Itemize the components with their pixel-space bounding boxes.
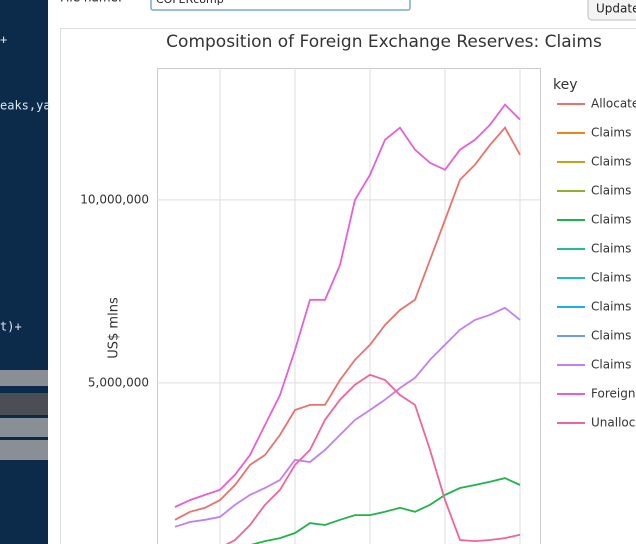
code-line: t)+: [0, 320, 22, 334]
series-line: [174, 103, 521, 508]
series-group: [174, 103, 521, 544]
legend-label: Claims i: [591, 155, 636, 169]
editor-row: [0, 440, 48, 460]
legend-label: Claims i: [591, 184, 636, 198]
legend-label: Allocate: [591, 97, 636, 111]
editor-panel: [0, 0, 48, 544]
update-button-label: Update: [596, 2, 636, 16]
series-line: [174, 126, 521, 521]
legend-label: Foreign: [591, 387, 635, 401]
chart-title: Composition of Foreign Exchange Reserves…: [166, 32, 602, 52]
file-input[interactable]: [150, 0, 411, 11]
legend-label: Claims i: [591, 300, 636, 314]
series-line: [174, 306, 521, 528]
plot: [157, 68, 541, 544]
chart-panel: [60, 28, 636, 544]
update-button[interactable]: [587, 0, 636, 21]
legend-label: Claims i: [591, 126, 636, 140]
y-tick-label: 10,000,000: [80, 192, 149, 206]
legend-label: Unalloca: [591, 416, 636, 430]
series-line: [225, 373, 521, 544]
series-line: [250, 477, 521, 544]
y-axis-label: US$ mlns: [107, 297, 122, 359]
editor-row: [0, 393, 48, 415]
legend-label: Claims i: [591, 358, 636, 372]
file-input-value: COFERcomp: [156, 0, 224, 6]
legend-label: Claims i: [591, 329, 636, 343]
plot-frame: [157, 68, 541, 544]
legend-label: Claims i: [591, 242, 636, 256]
code-line: +: [0, 33, 7, 47]
legend-title: key: [553, 77, 578, 93]
legend-label: Claims i: [591, 213, 636, 227]
editor-row: [0, 418, 48, 437]
code-line: eaks,ya: [0, 99, 51, 113]
legend-label: Claims i: [591, 271, 636, 285]
file-label: File name:: [60, 0, 122, 5]
y-tick-label: 5,000,000: [88, 375, 149, 389]
editor-row: [0, 370, 48, 386]
